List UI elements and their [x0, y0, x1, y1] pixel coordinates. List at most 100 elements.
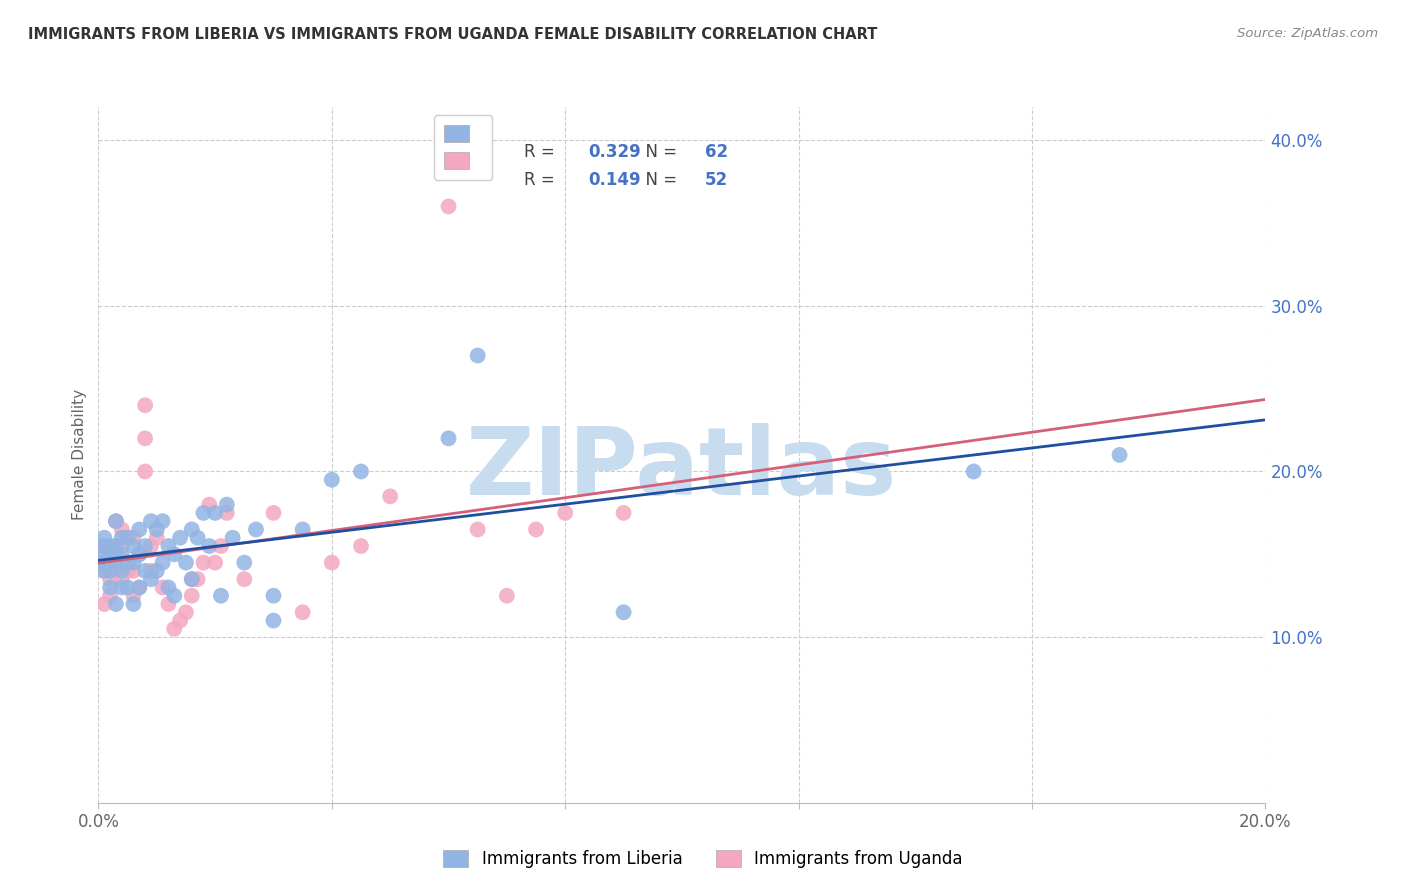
Point — [262, 589, 284, 603]
Point — [128, 523, 150, 537]
Point — [117, 581, 139, 595]
Point — [962, 465, 984, 479]
Point — [111, 523, 134, 537]
Point — [128, 547, 150, 561]
Point — [104, 556, 127, 570]
Point — [180, 523, 202, 537]
Point — [437, 199, 460, 213]
Point — [221, 531, 243, 545]
Text: 62: 62 — [706, 144, 728, 161]
Point — [93, 564, 115, 578]
Point — [117, 531, 139, 545]
Point — [122, 539, 145, 553]
Point — [350, 539, 373, 553]
Point — [117, 556, 139, 570]
Point — [204, 556, 226, 570]
Point — [98, 564, 121, 578]
Point — [98, 539, 121, 553]
Text: 0.149: 0.149 — [589, 171, 641, 189]
Point — [139, 572, 162, 586]
Point — [111, 572, 134, 586]
Point — [215, 506, 238, 520]
Point — [291, 605, 314, 619]
Text: N =: N = — [636, 144, 682, 161]
Point — [198, 539, 221, 553]
Point — [350, 465, 373, 479]
Point — [245, 523, 267, 537]
Point — [321, 556, 343, 570]
Point — [146, 523, 169, 537]
Point — [174, 605, 197, 619]
Point — [174, 556, 197, 570]
Point — [291, 523, 314, 537]
Text: 0.329: 0.329 — [589, 144, 641, 161]
Point — [90, 547, 112, 561]
Point — [104, 564, 127, 578]
Point — [233, 572, 256, 586]
Text: IMMIGRANTS FROM LIBERIA VS IMMIGRANTS FROM UGANDA FEMALE DISABILITY CORRELATION : IMMIGRANTS FROM LIBERIA VS IMMIGRANTS FR… — [28, 27, 877, 42]
Point — [122, 556, 145, 570]
Point — [111, 564, 134, 578]
Point — [139, 539, 162, 553]
Point — [187, 531, 209, 545]
Point — [157, 581, 180, 595]
Point — [98, 547, 121, 561]
Point — [93, 539, 115, 553]
Point — [104, 514, 127, 528]
Point — [98, 589, 121, 603]
Point — [87, 556, 110, 570]
Point — [134, 564, 156, 578]
Point — [128, 581, 150, 595]
Point — [122, 531, 145, 545]
Point — [467, 349, 489, 363]
Point — [437, 431, 460, 445]
Point — [139, 514, 162, 528]
Point — [111, 547, 134, 561]
Point — [209, 539, 232, 553]
Point — [187, 572, 209, 586]
Point — [128, 547, 150, 561]
Text: R =: R = — [524, 171, 561, 189]
Point — [198, 498, 221, 512]
Point — [104, 514, 127, 528]
Point — [152, 514, 174, 528]
Point — [193, 506, 215, 520]
Legend: Immigrants from Liberia, Immigrants from Uganda: Immigrants from Liberia, Immigrants from… — [437, 843, 969, 875]
Point — [134, 465, 156, 479]
Point — [93, 597, 115, 611]
Point — [262, 506, 284, 520]
Point — [117, 564, 139, 578]
Point — [169, 614, 191, 628]
Point — [146, 564, 169, 578]
Point — [233, 556, 256, 570]
Point — [163, 547, 186, 561]
Point — [104, 539, 127, 553]
Point — [612, 506, 634, 520]
Point — [204, 506, 226, 520]
Point — [98, 581, 121, 595]
Point — [169, 531, 191, 545]
Y-axis label: Female Disability: Female Disability — [72, 389, 87, 521]
Point — [111, 531, 134, 545]
Point — [157, 539, 180, 553]
Point — [262, 614, 284, 628]
Text: ZIPatlas: ZIPatlas — [467, 423, 897, 515]
Point — [87, 556, 110, 570]
Point — [180, 572, 202, 586]
Point — [122, 564, 145, 578]
Point — [117, 531, 139, 545]
Point — [321, 473, 343, 487]
Point — [146, 531, 169, 545]
Point — [378, 489, 402, 503]
Text: Source: ZipAtlas.com: Source: ZipAtlas.com — [1237, 27, 1378, 40]
Point — [111, 539, 134, 553]
Point — [495, 589, 517, 603]
Point — [111, 581, 134, 595]
Point — [98, 547, 121, 561]
Text: R =: R = — [524, 144, 561, 161]
Point — [524, 523, 547, 537]
Point — [152, 581, 174, 595]
Point — [139, 564, 162, 578]
Point — [193, 556, 215, 570]
Point — [93, 539, 115, 553]
